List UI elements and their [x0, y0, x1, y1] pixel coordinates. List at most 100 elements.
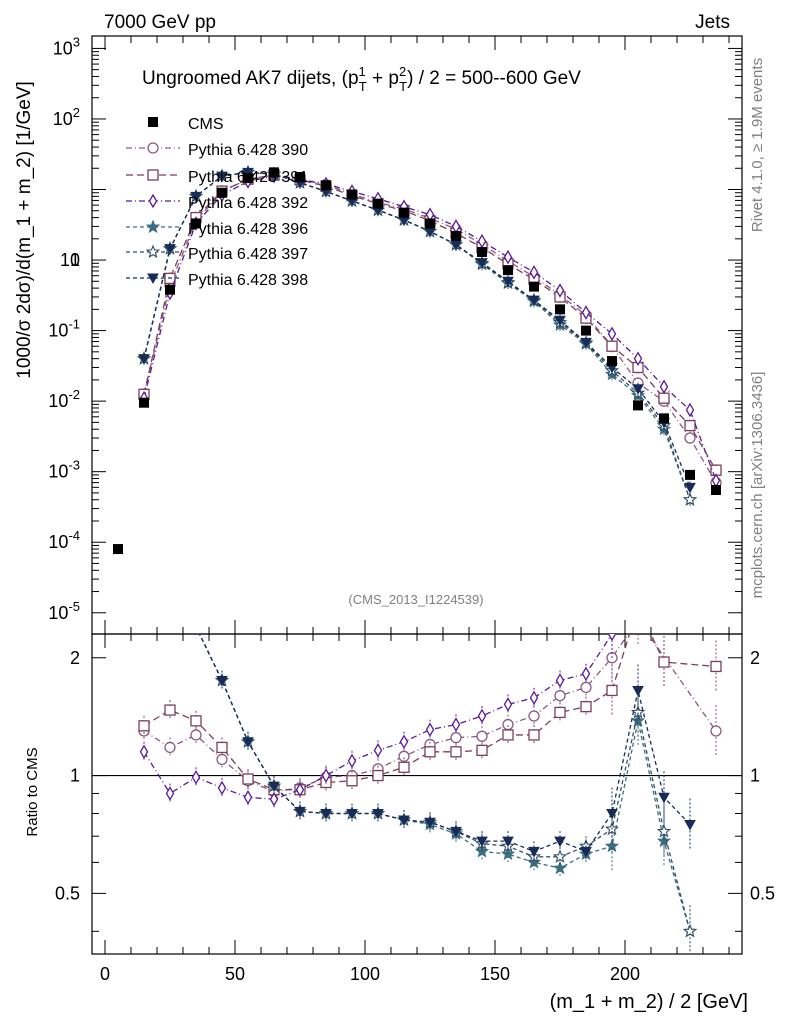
y-axis-label: 1000/σ 2dσ)/d(m_1 + m_2) [1/GeV] — [14, 81, 35, 379]
y-tick-label-exp: -1 — [68, 317, 80, 332]
legend-label: Pythia 6.428 397 — [188, 246, 308, 263]
ratio-point — [216, 741, 228, 754]
header-left: 7000 GeV pp — [104, 12, 216, 33]
header-right: Jets — [695, 12, 730, 33]
y-tick-label-base: 10 — [53, 109, 73, 129]
cms-data-point — [269, 167, 279, 178]
series-point — [682, 492, 698, 506]
series-line — [143, 174, 717, 471]
series-point — [476, 258, 488, 269]
legend-marker — [147, 273, 159, 285]
ratio-point — [138, 526, 149, 537]
ratio-point — [607, 634, 617, 642]
ratio-point — [656, 833, 672, 848]
ratio-point — [372, 769, 384, 782]
ratio-point — [502, 718, 514, 731]
y-tick-label: 1 — [70, 250, 80, 270]
series-point — [555, 283, 565, 298]
legend: CMS Pythia 6.428 390 Pythia 6.428 391 Pythi… — [126, 116, 308, 289]
ratio-point — [425, 722, 435, 737]
legend-label: Pythia 6.428 390 — [188, 142, 308, 159]
cms-data-point — [607, 356, 617, 367]
cms-data-point — [633, 400, 643, 411]
ratio-point — [632, 685, 644, 697]
ratio-series-group — [138, 526, 722, 954]
ratio-point — [633, 615, 643, 625]
ratio-point — [398, 815, 410, 827]
ratio-point — [269, 791, 279, 807]
ratio-point — [320, 808, 332, 820]
ratio-line — [198, 634, 691, 853]
cms-data-point — [425, 218, 435, 229]
ratio-point — [424, 817, 436, 829]
ratio-point — [503, 697, 513, 712]
y-tick-label-exp: -5 — [68, 599, 80, 614]
side-label-mcplots: mcplots.cern.ch [arXiv:1306.3436] — [749, 372, 766, 599]
series-point — [502, 276, 514, 288]
ratio-point — [502, 836, 514, 848]
ratio-point — [399, 734, 409, 750]
ratio-tick-label: 1 — [70, 766, 80, 786]
y-tick-label: 10-4 — [48, 528, 80, 552]
legend-marker — [145, 219, 161, 234]
ratio-point — [580, 846, 592, 858]
ratio-point — [477, 708, 487, 724]
cms-data-point — [243, 173, 253, 184]
chart-title-sub1: T — [359, 79, 367, 94]
series-point — [581, 305, 591, 320]
ratio-point — [606, 684, 618, 697]
ratio-point — [346, 775, 358, 787]
watermark: (CMS_2013_I1224539) — [348, 592, 483, 607]
cms-data-point — [113, 544, 123, 555]
cms-data-point — [191, 218, 201, 229]
x-tick-label: 0 — [100, 964, 110, 984]
ratio-point — [164, 704, 176, 716]
cms-data-point — [555, 304, 565, 315]
ratio-point — [164, 741, 176, 754]
legend-marker — [148, 193, 158, 209]
series-point — [659, 379, 669, 395]
ratio-y-axis-label: Ratio to CMS — [24, 747, 41, 836]
ratio-point — [139, 528, 149, 537]
ratio-point — [398, 761, 410, 773]
cms-data-point — [347, 189, 357, 200]
legend-label: Pythia 6.428 392 — [188, 195, 308, 212]
ratio-point — [243, 790, 253, 805]
x-tick-label: 150 — [480, 964, 510, 984]
side-label-rivet: Rivet 4.1.0, ≥ 1.9M events — [749, 58, 766, 232]
ratio-point — [190, 729, 202, 741]
ratio-point — [450, 746, 462, 758]
ratio-point — [190, 621, 201, 632]
ratio-point — [555, 673, 565, 688]
series-point — [554, 315, 566, 327]
legend-marker — [147, 142, 159, 154]
main-series-group — [113, 164, 722, 555]
ratio-point — [294, 806, 306, 818]
cms-data-point — [295, 172, 305, 183]
ratio-point — [658, 792, 670, 804]
ratio-plot-frame — [91, 633, 743, 955]
ratio-point — [164, 543, 175, 554]
legend-label: Pythia 6.428 396 — [188, 221, 308, 238]
cms-data-point — [451, 230, 461, 241]
y-tick-label: 10-1 — [48, 317, 80, 341]
ratio-point — [450, 731, 462, 744]
cms-data-point — [139, 397, 149, 408]
legend-label: Pythia 6.428 391 — [188, 169, 308, 186]
ratio-point — [606, 808, 618, 820]
series-point — [684, 482, 696, 494]
ratio-point — [373, 743, 383, 758]
ratio-point — [216, 753, 228, 766]
cms-data-point — [399, 207, 409, 218]
ratio-point — [580, 681, 592, 694]
series-point — [138, 354, 150, 365]
ratio-point — [710, 725, 722, 737]
ratio-point — [658, 656, 670, 668]
ratio-point — [552, 860, 568, 875]
ratio-point — [528, 846, 540, 858]
ratio-point — [346, 808, 358, 820]
series-point — [633, 351, 643, 366]
series-point — [190, 191, 202, 203]
cms-data-point — [529, 281, 539, 292]
ratio-point — [191, 769, 201, 785]
